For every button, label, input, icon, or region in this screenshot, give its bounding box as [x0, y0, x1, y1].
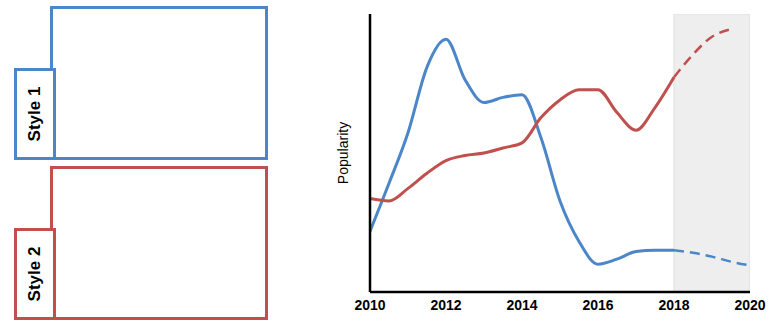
html-text:Style 2: Style 2: [25, 246, 44, 302]
svg-text:2020: 2020: [734, 297, 765, 313]
html-text:Style 1: Style 1: [25, 86, 44, 142]
svg-text:2012: 2012: [430, 297, 461, 313]
svg-text:2018: 2018: [658, 297, 689, 313]
svg-text:2014: 2014: [506, 297, 537, 313]
svg-text:Popularity: Popularity: [335, 122, 351, 184]
svg-text:2016: 2016: [582, 297, 613, 313]
svg-text:2010: 2010: [354, 297, 385, 313]
